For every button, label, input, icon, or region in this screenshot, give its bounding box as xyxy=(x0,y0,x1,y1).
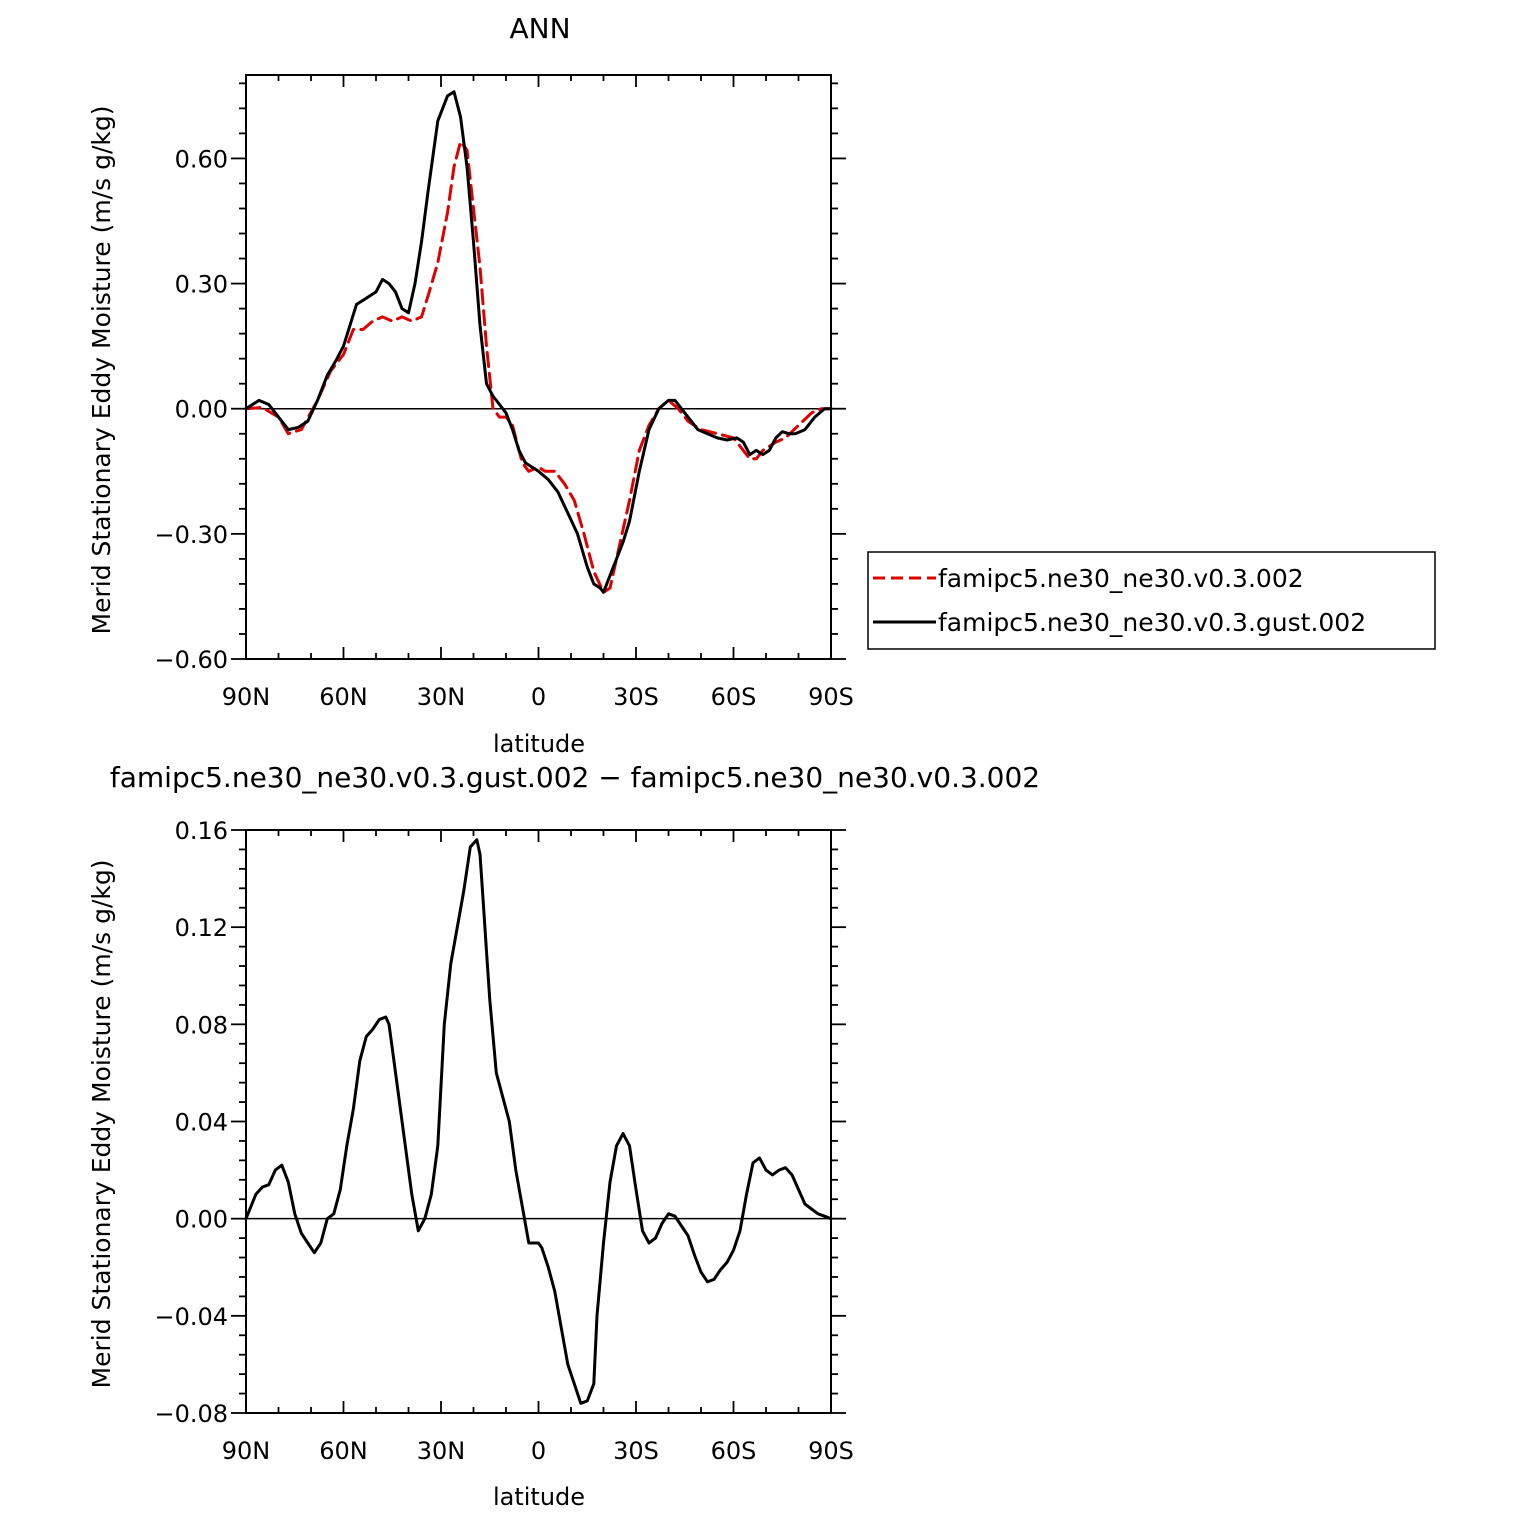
x-tick-label: 0 xyxy=(531,1437,546,1465)
chart-panel-bottom: famipc5.ne30_ne30.v0.3.gust.002 − famipc… xyxy=(87,761,1040,1511)
legend-box xyxy=(867,551,1436,650)
y-tick-label: 0.12 xyxy=(175,914,228,942)
y-tick-label: −0.30 xyxy=(154,521,228,549)
x-tick-label: 30S xyxy=(613,683,659,711)
y-tick-label: 0.00 xyxy=(175,396,228,424)
chart-marks-top: 90N 60N 30N 0 30S 60S 90S −0.60 −0.30 0.00 0.30 0.6… xyxy=(154,74,854,711)
y-axis-label: Merid Stationary Eddy Moisture (m/s g/kg… xyxy=(87,106,116,635)
x-tick-label: 60N xyxy=(319,1437,368,1465)
x-tick-label: 30N xyxy=(417,683,466,711)
x-tick-label: 60S xyxy=(711,683,757,711)
x-axis-label: latitude xyxy=(493,730,585,758)
series-line-1 xyxy=(244,140,833,594)
y-tick-label: 0.60 xyxy=(175,145,228,173)
legend: famipc5.ne30_ne30.v0.3.002 famipc5.ne30_… xyxy=(867,551,1436,650)
chart-panel-top: ANN 90N 60N 30N 0 30S 60S 90S −0.60 −0.30 0.00 0.3… xyxy=(87,12,854,758)
x-tick-label: 30S xyxy=(613,1437,659,1465)
y-tick-label: 0.00 xyxy=(175,1206,228,1234)
y-tick-label: 0.04 xyxy=(175,1109,228,1137)
chart-title: ANN xyxy=(509,12,570,45)
series-line-2 xyxy=(244,90,833,594)
series-line-1 xyxy=(244,838,833,1405)
y-tick-label: 0.16 xyxy=(175,817,228,845)
y-tick-label: 0.08 xyxy=(175,1011,228,1039)
y-tick-label: −0.08 xyxy=(154,1400,228,1428)
plot-frame xyxy=(245,829,832,1414)
x-tick-label: 90N xyxy=(222,683,271,711)
legend-entry-label: famipc5.ne30_ne30.v0.3.gust.002 xyxy=(938,608,1366,637)
x-tick-label: 30N xyxy=(417,1437,466,1465)
x-tick-label: 90S xyxy=(808,1437,854,1465)
y-tick-label: −0.04 xyxy=(154,1303,228,1331)
x-tick-label: 90S xyxy=(808,683,854,711)
x-tick-label: 90N xyxy=(222,1437,271,1465)
x-tick-label: 60S xyxy=(711,1437,757,1465)
y-axis-label: Merid Stationary Eddy Moisture (m/s g/kg… xyxy=(87,860,116,1389)
y-tick-label: −0.60 xyxy=(154,646,228,674)
chart-title: famipc5.ne30_ne30.v0.3.gust.002 − famipc… xyxy=(110,761,1040,794)
chart-marks-bottom: 90N 60N 30N 0 30S 60S 90S −0.08 −0.04 0.00 0.04 0.0… xyxy=(154,817,853,1465)
legend-entry-label: famipc5.ne30_ne30.v0.3.002 xyxy=(938,564,1304,593)
y-tick-label: 0.30 xyxy=(175,271,228,299)
x-tick-label: 0 xyxy=(531,683,546,711)
x-tick-label: 60N xyxy=(319,683,368,711)
x-axis-label: latitude xyxy=(493,1483,585,1511)
